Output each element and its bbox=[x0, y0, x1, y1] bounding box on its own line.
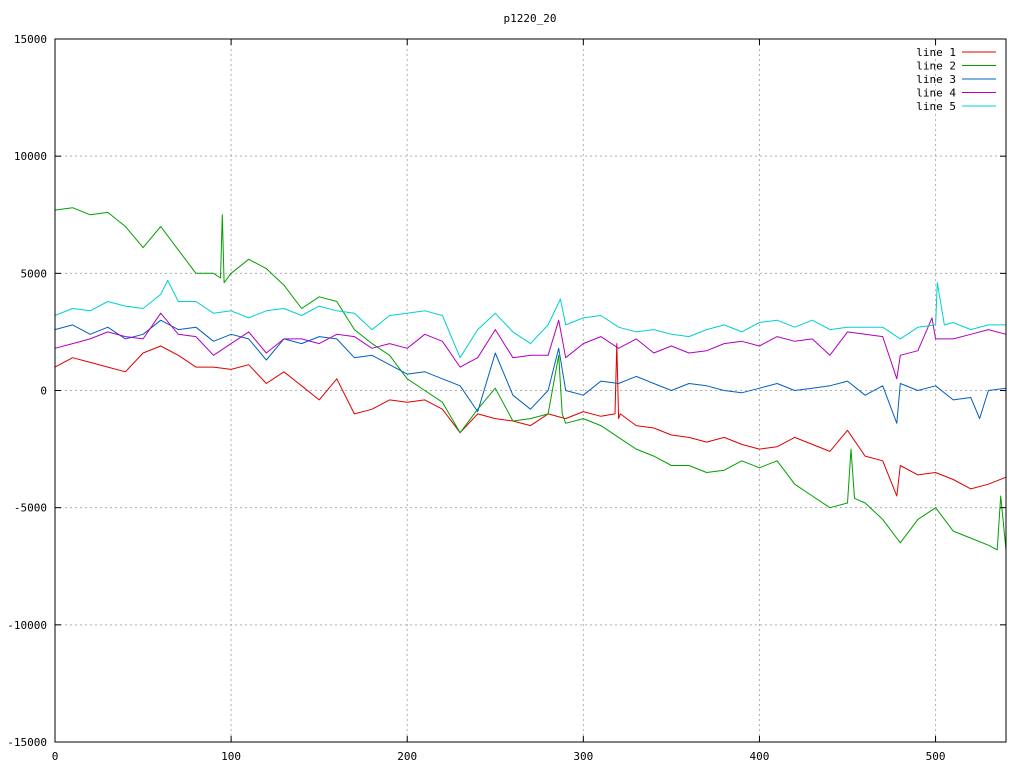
series-line-3 bbox=[54, 319, 1007, 424]
grid bbox=[55, 39, 1006, 742]
y-tick-label: -15000 bbox=[7, 736, 47, 749]
x-tick-label: 200 bbox=[397, 750, 417, 763]
y-tick-label: -5000 bbox=[14, 502, 47, 515]
legend-label-2: line 2 bbox=[916, 60, 956, 73]
legend-label-1: line 1 bbox=[916, 46, 956, 59]
x-tick-label: 0 bbox=[52, 750, 59, 763]
legend-label-5: line 5 bbox=[916, 100, 956, 113]
chart-title: p1220_20 bbox=[504, 12, 557, 25]
x-tick-label: 500 bbox=[926, 750, 946, 763]
x-tick-label: 300 bbox=[573, 750, 593, 763]
legend-label-3: line 3 bbox=[916, 73, 956, 86]
series-line-5 bbox=[54, 279, 1006, 359]
legend-label-4: line 4 bbox=[916, 87, 956, 100]
y-tick-label: 0 bbox=[40, 385, 47, 398]
series-line-1 bbox=[54, 343, 1007, 497]
y-tick-label: 5000 bbox=[21, 267, 48, 280]
x-tick-label: 400 bbox=[750, 750, 770, 763]
x-tick-label: 100 bbox=[221, 750, 241, 763]
y-tick-label: 10000 bbox=[14, 150, 47, 163]
series-line-4 bbox=[54, 312, 1007, 380]
y-tick-label: 15000 bbox=[14, 33, 47, 46]
series-line-2 bbox=[54, 207, 1007, 551]
series-group bbox=[54, 207, 1007, 551]
axis-ticks: 0 100 200 300 400 500 -15000 -10000 -5000 0 5000 10… bbox=[7, 33, 1006, 763]
y-tick-label: -10000 bbox=[7, 619, 47, 632]
